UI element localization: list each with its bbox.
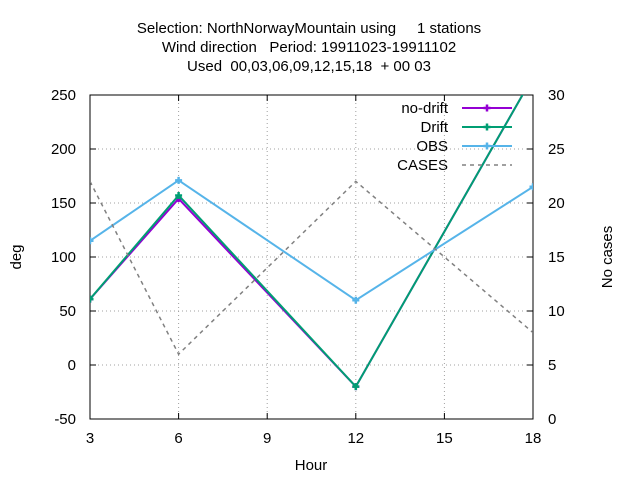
x-tick-label: 18 (525, 430, 542, 447)
x-tick-label: 6 (174, 430, 182, 447)
legend: no-drift Drift OBS CASES (397, 100, 512, 174)
y-axis-label: deg (8, 244, 25, 269)
y2-tick-label: 5 (548, 357, 556, 374)
point-OBS (175, 176, 183, 184)
y-tick-label: -50 (54, 411, 76, 428)
x-tick-label: 15 (436, 430, 453, 447)
x-tick-label: 3 (86, 430, 94, 447)
y2-tick-label: 20 (548, 195, 565, 212)
legend-marker-Drift (483, 123, 491, 131)
point-no-drift (530, 73, 537, 80)
series-line-CASES (90, 180, 533, 356)
x-tick-label: 12 (347, 430, 364, 447)
chart-title-line-2: Wind direction Period: 19911023-19911102 (162, 39, 456, 56)
y-tick-label: 150 (51, 195, 76, 212)
series-line-OBS (90, 179, 533, 302)
legend-label: Drift (421, 119, 449, 136)
legend-label: no-drift (401, 100, 449, 117)
y-tick-label: 250 (51, 87, 76, 104)
y-tick-label: 100 (51, 249, 76, 266)
point-Drift (175, 191, 183, 199)
legend-label: CASES (397, 157, 448, 174)
y2-tick-label: 25 (548, 141, 565, 158)
x-axis-label: Hour (295, 457, 328, 474)
y-tick-label: 200 (51, 141, 76, 158)
legend-marker-no-drift (483, 104, 491, 112)
point-Drift (530, 73, 537, 80)
axis-ticks: 3 6 9 12 15 18 -50 0 50 100 150 200 250 0 5 10 15 20 25 30 (51, 87, 565, 447)
grid-lines (90, 95, 533, 419)
series-line-Drift (90, 95, 524, 389)
y-tick-label: 50 (59, 303, 76, 320)
x-tick-label: 9 (263, 430, 271, 447)
point-OBS (529, 183, 533, 191)
point-OBS (90, 237, 94, 245)
legend-label: OBS (416, 138, 448, 155)
point-Drift (352, 383, 360, 391)
point-OBS (352, 296, 360, 304)
y2-tick-label: 30 (548, 87, 565, 104)
series-group (90, 73, 537, 391)
legend-marker-OBS (483, 142, 491, 150)
point-Drift (90, 295, 94, 303)
chart-title-line-1: Selection: NorthNorwayMountain using 1 s… (137, 20, 481, 37)
y2-tick-label: 10 (548, 303, 565, 320)
chart-title-line-3: Used 00,03,06,09,12,15,18 + 00 03 (187, 58, 431, 75)
y2-tick-label: 15 (548, 249, 565, 266)
y2-tick-label: 0 (548, 411, 556, 428)
y2-axis-label: No cases (599, 226, 616, 289)
y-tick-label: 0 (68, 357, 76, 374)
